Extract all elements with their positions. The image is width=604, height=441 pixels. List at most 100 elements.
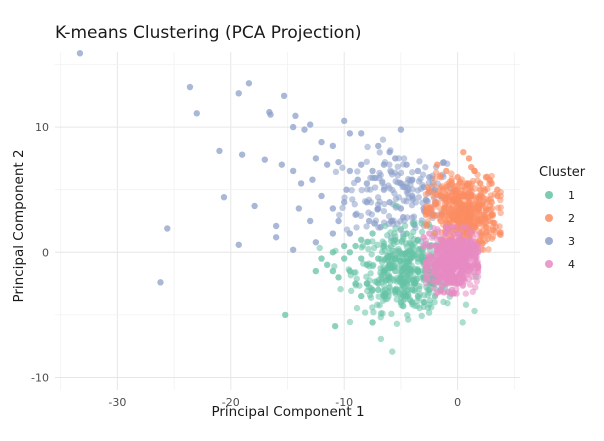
data-point-cluster-1 — [462, 301, 470, 308]
data-point-cluster-3 — [267, 111, 274, 118]
data-point-cluster-4 — [474, 249, 482, 256]
data-point-cluster-3 — [329, 230, 337, 237]
legend-swatch-cluster-4 — [545, 260, 553, 268]
data-point-cluster-3 — [341, 194, 348, 201]
data-point-cluster-3 — [364, 143, 371, 151]
legend-swatch-cluster-3 — [545, 237, 553, 245]
data-point-cluster-1 — [393, 320, 401, 327]
data-point-cluster-3 — [392, 155, 399, 162]
data-point-cluster-3 — [235, 241, 242, 248]
data-point-cluster-1 — [403, 230, 410, 237]
data-point-cluster-1 — [353, 304, 361, 312]
data-point-cluster-3 — [374, 194, 382, 201]
data-point-cluster-2 — [485, 246, 492, 253]
data-point-cluster-1 — [380, 267, 388, 275]
data-point-cluster-1 — [365, 245, 372, 253]
data-point-cluster-3 — [278, 161, 286, 168]
data-point-cluster-1 — [370, 261, 377, 269]
data-point-cluster-2 — [437, 192, 444, 200]
data-point-cluster-1 — [414, 236, 422, 243]
data-point-cluster-3 — [403, 161, 410, 168]
data-point-cluster-3 — [375, 174, 383, 182]
data-point-cluster-2 — [474, 201, 482, 208]
data-point-cluster-3 — [301, 126, 308, 133]
data-point-cluster-1 — [312, 267, 320, 275]
data-point-cluster-3 — [312, 239, 320, 246]
data-point-cluster-3 — [346, 167, 354, 175]
data-point-cluster-3 — [385, 213, 393, 220]
data-point-cluster-1 — [397, 257, 404, 265]
data-point-cluster-2 — [430, 192, 437, 200]
data-point-cluster-1 — [367, 270, 374, 277]
data-point-cluster-2 — [460, 211, 467, 218]
data-point-cluster-3 — [251, 202, 258, 210]
data-point-cluster-3 — [400, 155, 408, 162]
data-point-cluster-2 — [425, 187, 433, 195]
data-point-cluster-4 — [473, 231, 481, 238]
data-point-cluster-1 — [389, 348, 396, 355]
data-point-cluster-3 — [392, 195, 400, 203]
data-point-cluster-3 — [306, 217, 314, 225]
data-point-cluster-3 — [343, 186, 350, 193]
data-point-cluster-3 — [297, 180, 305, 187]
data-point-cluster-1 — [387, 249, 394, 257]
data-point-cluster-3 — [272, 222, 280, 230]
data-point-cluster-3 — [346, 230, 354, 237]
data-point-cluster-3 — [363, 180, 371, 187]
data-point-cluster-2 — [482, 224, 490, 231]
data-point-cluster-3 — [164, 225, 171, 232]
data-point-cluster-1 — [316, 244, 323, 252]
data-point-cluster-1 — [358, 255, 365, 262]
legend-label-cluster-4: 4 — [568, 258, 575, 271]
data-point-cluster-1 — [375, 255, 382, 262]
data-point-cluster-3 — [371, 220, 379, 227]
data-point-cluster-1 — [416, 282, 423, 290]
data-point-cluster-3 — [409, 169, 416, 176]
data-point-cluster-4 — [424, 272, 432, 280]
data-point-cluster-3 — [357, 212, 365, 220]
data-point-cluster-4 — [460, 236, 467, 243]
data-point-cluster-1 — [341, 242, 348, 250]
data-point-cluster-3 — [339, 204, 346, 212]
data-point-cluster-2 — [477, 192, 484, 200]
data-point-cluster-3 — [391, 169, 399, 176]
data-point-cluster-1 — [369, 319, 376, 326]
data-point-cluster-1 — [363, 261, 371, 269]
data-point-cluster-4 — [420, 234, 427, 241]
data-point-cluster-2 — [436, 186, 444, 193]
data-point-cluster-4 — [454, 230, 461, 237]
data-point-cluster-1 — [346, 267, 354, 275]
data-point-cluster-3 — [414, 167, 422, 175]
data-point-cluster-2 — [431, 175, 439, 182]
data-point-cluster-4 — [429, 277, 436, 285]
data-point-cluster-3 — [351, 201, 358, 208]
data-point-cluster-4 — [463, 261, 470, 269]
data-point-cluster-3 — [358, 161, 365, 168]
data-point-cluster-2 — [448, 170, 455, 177]
data-point-cluster-1 — [388, 310, 395, 318]
data-point-cluster-3 — [386, 199, 393, 206]
data-point-cluster-3 — [332, 168, 340, 176]
data-point-cluster-4 — [465, 249, 473, 256]
data-point-cluster-3 — [306, 121, 314, 128]
data-point-cluster-3 — [289, 246, 297, 253]
data-point-cluster-2 — [454, 173, 461, 181]
data-point-cluster-3 — [364, 186, 371, 193]
data-point-cluster-1 — [392, 202, 399, 209]
data-point-cluster-1 — [420, 299, 427, 306]
data-point-cluster-3 — [380, 186, 388, 193]
data-point-cluster-1 — [331, 322, 339, 330]
data-point-cluster-3 — [388, 217, 396, 225]
data-point-cluster-3 — [376, 149, 383, 156]
data-point-cluster-1 — [374, 301, 381, 308]
data-point-cluster-3 — [416, 158, 423, 165]
data-point-cluster-3 — [339, 164, 346, 171]
data-point-cluster-3 — [318, 138, 325, 146]
data-point-cluster-2 — [477, 217, 484, 225]
data-point-cluster-1 — [323, 261, 331, 269]
data-point-cluster-2 — [454, 211, 462, 218]
data-point-cluster-2 — [437, 217, 444, 225]
data-point-cluster-3 — [235, 90, 242, 97]
data-point-cluster-2 — [446, 197, 453, 204]
data-point-cluster-3 — [336, 211, 343, 219]
